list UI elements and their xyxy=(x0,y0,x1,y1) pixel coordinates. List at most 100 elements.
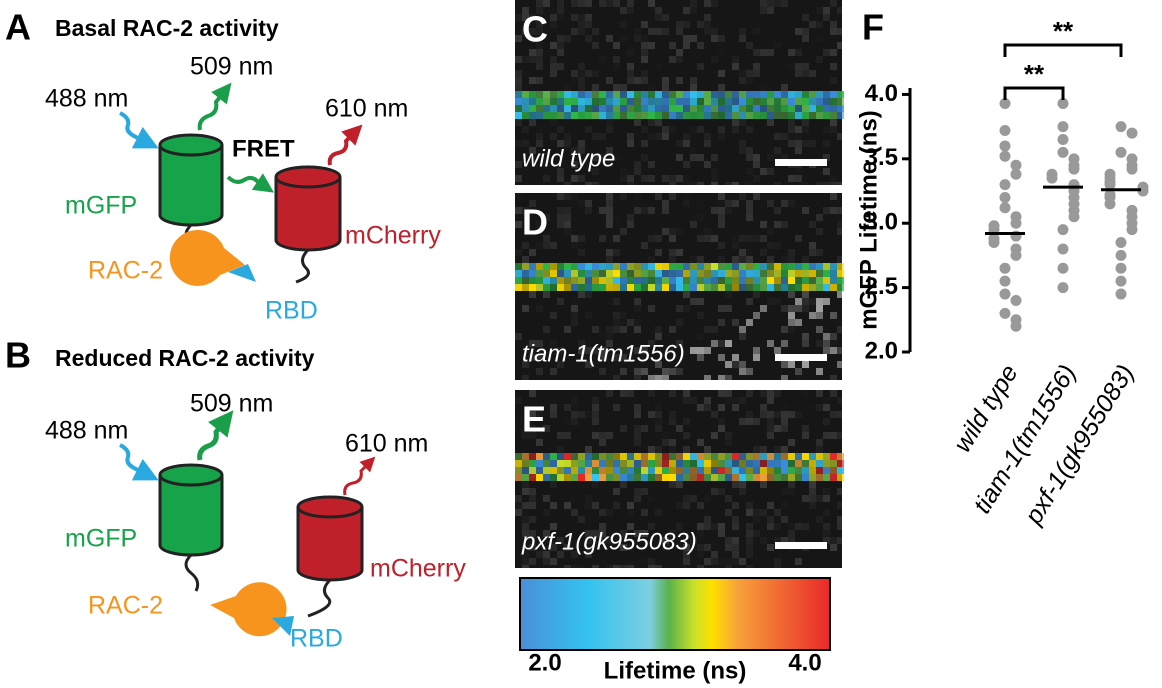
pixel xyxy=(816,446,823,453)
pixel xyxy=(515,284,522,291)
pixel xyxy=(641,175,648,182)
pixel xyxy=(557,453,564,460)
pixel xyxy=(634,305,641,312)
data-point xyxy=(999,140,1011,152)
pixel xyxy=(606,284,613,291)
pixel xyxy=(718,298,725,305)
pixel xyxy=(704,21,711,28)
pixel xyxy=(578,70,585,77)
pixel xyxy=(557,35,564,42)
pixel xyxy=(683,161,690,168)
pixel xyxy=(627,105,634,112)
pixel xyxy=(746,91,753,98)
pixel xyxy=(746,98,753,105)
pixel xyxy=(816,270,823,277)
pixel xyxy=(564,284,571,291)
image-label: tiam-1(tm1556) xyxy=(522,340,685,367)
pixel xyxy=(529,495,536,502)
arrow xyxy=(197,410,234,461)
data-point xyxy=(1057,224,1069,236)
pixel xyxy=(620,460,627,467)
pixel xyxy=(746,368,753,375)
pixel xyxy=(781,453,788,460)
pixel xyxy=(641,277,648,284)
pixel xyxy=(578,63,585,70)
pixel xyxy=(683,200,690,207)
pixel xyxy=(718,270,725,277)
pixel xyxy=(606,91,613,98)
pixel xyxy=(760,270,767,277)
pixel xyxy=(648,411,655,418)
pixel xyxy=(606,207,613,214)
data-point xyxy=(1057,243,1069,255)
pixel xyxy=(606,368,613,375)
pixel xyxy=(529,77,536,84)
pixel xyxy=(830,467,837,474)
pixel xyxy=(718,84,725,91)
pixel xyxy=(641,56,648,63)
pixel xyxy=(795,277,802,284)
pixel xyxy=(550,21,557,28)
pixel xyxy=(683,7,690,14)
pixel xyxy=(515,119,522,126)
pixel xyxy=(571,411,578,418)
pixel xyxy=(669,28,676,35)
pixel xyxy=(725,98,732,105)
pixel xyxy=(809,242,816,249)
pixel xyxy=(585,263,592,270)
pixel xyxy=(725,207,732,214)
pixel xyxy=(767,544,774,551)
pixel xyxy=(571,312,578,319)
pixel xyxy=(739,488,746,495)
pixel xyxy=(823,263,830,270)
pixel xyxy=(634,488,641,495)
pixel xyxy=(606,126,613,133)
pixel xyxy=(620,175,627,182)
pixel xyxy=(557,221,564,228)
pixel xyxy=(592,502,599,509)
pixel xyxy=(711,28,718,35)
pixel xyxy=(515,175,522,182)
pixel xyxy=(662,91,669,98)
pixel xyxy=(774,523,781,530)
pixel xyxy=(585,446,592,453)
emission-label: 610 nm xyxy=(345,430,428,458)
pixel xyxy=(648,565,655,572)
pixel xyxy=(557,467,564,474)
pixel xyxy=(641,368,648,375)
pixel xyxy=(788,530,795,537)
pixel xyxy=(543,551,550,558)
pixel xyxy=(529,56,536,63)
pixel xyxy=(725,284,732,291)
pixel xyxy=(529,98,536,105)
pixel xyxy=(690,291,697,298)
pixel xyxy=(571,418,578,425)
pixel xyxy=(550,270,557,277)
pixel xyxy=(571,263,578,270)
pixel xyxy=(711,207,718,214)
pixel xyxy=(676,112,683,119)
pixel xyxy=(627,112,634,119)
pixel xyxy=(564,270,571,277)
pixel xyxy=(529,14,536,21)
pixel xyxy=(725,558,732,565)
pixel xyxy=(620,263,627,270)
linker xyxy=(307,578,332,618)
pixel xyxy=(578,140,585,147)
pixel xyxy=(620,530,627,537)
emission-label: 509 nm xyxy=(190,390,273,418)
pixel xyxy=(711,488,718,495)
pixel xyxy=(704,404,711,411)
pixel xyxy=(795,305,802,312)
pixel xyxy=(606,509,613,516)
pixel xyxy=(648,235,655,242)
pixel xyxy=(823,418,830,425)
pixel xyxy=(753,193,760,200)
pixel xyxy=(774,112,781,119)
pixel xyxy=(648,305,655,312)
pixel xyxy=(697,298,704,305)
pixel xyxy=(837,270,844,277)
pixel xyxy=(823,467,830,474)
pixel xyxy=(837,28,844,35)
pixel xyxy=(515,105,522,112)
